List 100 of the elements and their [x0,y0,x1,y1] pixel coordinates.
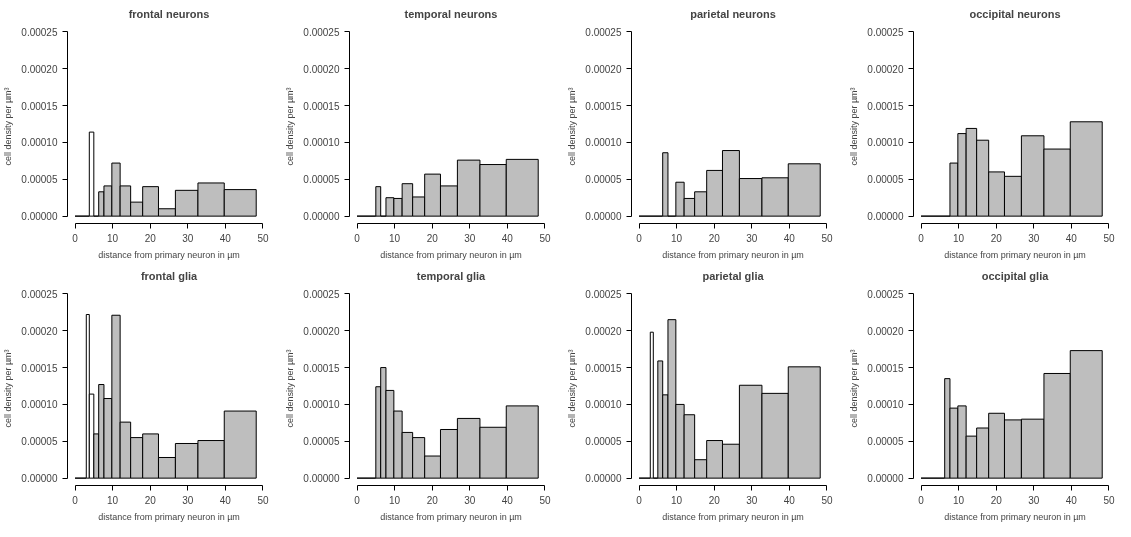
y-tick-label: 0.00000 [867,473,904,485]
x-axis-title: distance from primary neuron in µm [662,249,804,260]
x-tick-label: 10 [107,494,119,506]
y-axis-title: cell density per µm³ [3,349,14,428]
x-tick-label: 0 [636,232,643,244]
y-tick-label: 0.00020 [303,325,340,337]
x-tick-label: 10 [671,494,683,506]
y-axis-title: cell density per µm³ [849,349,860,428]
y-tick-label: 0.00015 [21,362,58,374]
y-tick-label: 0.00015 [21,100,58,112]
x-tick-label: 20 [708,232,721,244]
y-tick-label: 0.00010 [21,137,58,149]
y-tick-label: 0.00020 [867,63,904,75]
chart-title: temporal neurons [404,7,498,20]
y-tick-label: 0.00015 [867,362,904,374]
y-tick-label: 0.00020 [303,63,340,75]
y-axis-title: cell density per µm³ [285,87,296,166]
y-tick-label: 0.00005 [867,174,904,186]
y-tick-label: 0.00015 [303,100,340,112]
y-tick-label: 0.00020 [585,325,622,337]
y-tick-label: 0.00005 [21,436,58,448]
y-tick-label: 0.00005 [303,436,340,448]
x-axis-title: distance from primary neuron in µm [98,511,240,522]
chart-title: temporal glia [416,269,487,282]
x-tick-label: 30 [182,494,194,506]
chart-title: parietal neurons [690,7,776,20]
y-tick-label: 0.00025 [585,288,622,300]
x-axis-title: distance from primary neuron in µm [944,511,1086,522]
y-tick-label: 0.00000 [303,211,340,223]
y-axis-title: cell density per µm³ [3,87,14,166]
y-tick-label: 0.00020 [867,325,904,337]
y-tick-label: 0.00010 [21,399,58,411]
y-tick-label: 0.00005 [303,174,340,186]
y-tick-label: 0.00015 [585,100,622,112]
chart-title: occipital neurons [969,7,1061,20]
y-tick-label: 0.00020 [21,325,58,337]
x-tick-label: 40 [219,232,232,244]
y-axis-title: cell density per µm³ [285,349,296,428]
y-axis-title: cell density per µm³ [567,349,578,428]
x-tick-label: 40 [783,494,796,506]
y-tick-label: 0.00005 [585,174,622,186]
x-tick-label: 20 [708,494,721,506]
x-tick-label: 30 [182,232,194,244]
chart-title: frontal neurons [128,7,210,20]
y-tick-label: 0.00000 [21,473,58,485]
x-tick-label: 30 [464,232,476,244]
y-tick-label: 0.00000 [303,473,340,485]
y-tick-label: 0.00010 [867,137,904,149]
x-tick-label: 30 [746,232,758,244]
x-axis-title: distance from primary neuron in µm [662,511,804,522]
y-tick-label: 0.00005 [585,436,622,448]
x-tick-label: 20 [144,232,157,244]
y-tick-label: 0.00000 [585,211,622,223]
x-tick-label: 20 [990,494,1003,506]
y-tick-label: 0.00010 [303,137,340,149]
x-tick-label: 30 [746,494,758,506]
x-tick-label: 0 [354,494,361,506]
x-axis-title: distance from primary neuron in µm [98,249,240,260]
x-tick-label: 20 [990,232,1003,244]
chart-title: parietal glia [702,269,765,282]
y-tick-label: 0.00000 [21,211,58,223]
x-tick-label: 0 [918,494,925,506]
x-tick-label: 40 [501,494,514,506]
x-tick-label: 10 [389,232,401,244]
x-tick-label: 0 [636,494,643,506]
chart-title: frontal glia [140,269,198,282]
y-tick-label: 0.00005 [21,174,58,186]
x-tick-label: 50 [1103,494,1115,506]
x-tick-label: 20 [426,232,439,244]
y-tick-label: 0.00010 [585,399,622,411]
x-tick-label: 10 [389,494,401,506]
y-tick-label: 0.00025 [867,288,904,300]
y-tick-label: 0.00025 [585,26,622,38]
x-axis-title: distance from primary neuron in µm [380,249,522,260]
y-tick-label: 0.00000 [585,473,622,485]
x-tick-label: 20 [144,494,157,506]
x-tick-label: 30 [1028,494,1040,506]
x-tick-label: 40 [1065,494,1078,506]
x-tick-label: 40 [783,232,796,244]
y-tick-label: 0.00025 [303,26,340,38]
x-tick-label: 20 [426,494,439,506]
y-tick-label: 0.00010 [585,137,622,149]
y-tick-label: 0.00020 [585,63,622,75]
x-tick-label: 30 [1028,232,1040,244]
x-tick-label: 0 [918,232,925,244]
x-axis-title: distance from primary neuron in µm [944,249,1086,260]
y-tick-label: 0.00015 [867,100,904,112]
x-tick-label: 10 [953,232,965,244]
y-axis-title: cell density per µm³ [567,87,578,166]
x-tick-label: 10 [671,232,683,244]
y-tick-label: 0.00005 [867,436,904,448]
x-axis-title: distance from primary neuron in µm [380,511,522,522]
y-tick-label: 0.00025 [303,288,340,300]
x-tick-label: 50 [821,494,833,506]
y-tick-label: 0.00000 [867,211,904,223]
x-tick-label: 50 [257,494,269,506]
y-tick-label: 0.00010 [867,399,904,411]
y-tick-label: 0.00015 [585,362,622,374]
y-tick-label: 0.00020 [21,63,58,75]
x-tick-label: 10 [953,494,965,506]
